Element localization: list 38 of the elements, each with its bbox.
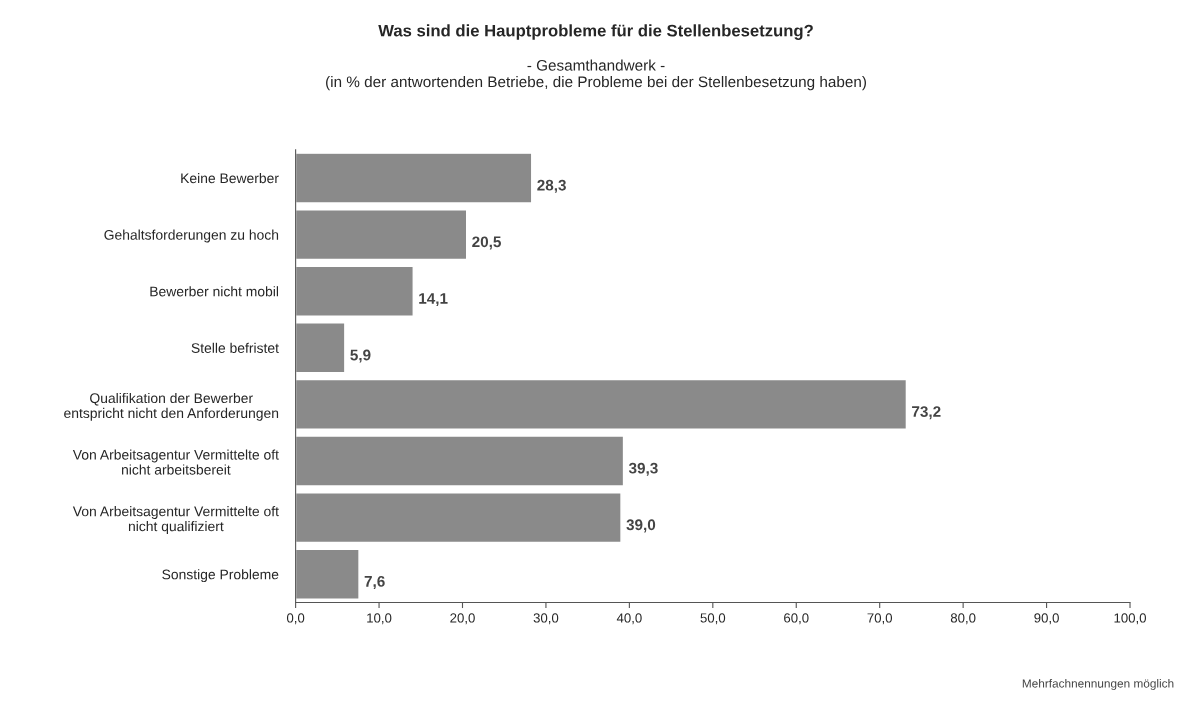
bar [295, 378, 908, 431]
y-tick-label: Bewerber nicht mobil [150, 286, 279, 297]
y-tick-label: Gehaltsforderungen zu hoch [104, 229, 279, 243]
x-tick-label: 50,0 [700, 613, 726, 625]
y-tick-label: Keine Bewerber [181, 172, 279, 184]
data-label: 20,5 [472, 236, 501, 250]
y-tick-label: Stelle befristet [191, 342, 279, 353]
x-tick-label: 100,0 [1114, 613, 1147, 625]
x-tick-label: 40,0 [616, 613, 642, 625]
x-tick-label: 90,0 [1034, 613, 1059, 625]
y-tick-label: Von Arbeitsagentur Vermittelte oft nicht qualifiziert [72, 506, 279, 534]
chart-title: Was sind die Hauptprobleme für die Stellenbesetzung? [378, 24, 813, 40]
x-tick-label: 70,0 [867, 613, 893, 625]
x-tick-label: 80,0 [950, 613, 976, 625]
y-tick-label: Qualifikation der Bewerber entspricht nicht den Anforderungen [64, 392, 279, 421]
bar [295, 209, 468, 261]
bar [295, 322, 346, 374]
bar [295, 491, 622, 544]
bar [295, 435, 625, 487]
data-label: 14,1 [419, 293, 448, 307]
x-tick-label: 30,0 [533, 613, 559, 625]
x-tick-label: 0,0 [286, 613, 305, 625]
chart-subtitle: - Gesamthandwerk - (in % der antwortenden Betriebe, die Probleme bei der Stellenbesetzung haben) [326, 59, 866, 91]
bar [295, 152, 533, 204]
data-label: 7,6 [364, 575, 385, 589]
data-label: 5,9 [350, 349, 371, 363]
data-label: 73,2 [912, 406, 941, 420]
y-tick-label: Von Arbeitsagentur Vermittelte oft nicht arbeitsbereit [72, 449, 279, 475]
y-tick-label: Sonstige Probleme [162, 569, 279, 583]
text: Mehrfachnennungen möglich [1022, 678, 1174, 690]
x-tick-label: 20,0 [450, 613, 475, 625]
data-label: 39,0 [626, 519, 656, 533]
bar [295, 265, 414, 317]
bar [295, 548, 360, 600]
x-tick-label: 60,0 [784, 613, 809, 625]
x-tick-label: 10,0 [367, 613, 392, 625]
data-label: 28,3 [537, 179, 566, 193]
data-label: 39,3 [628, 462, 658, 476]
